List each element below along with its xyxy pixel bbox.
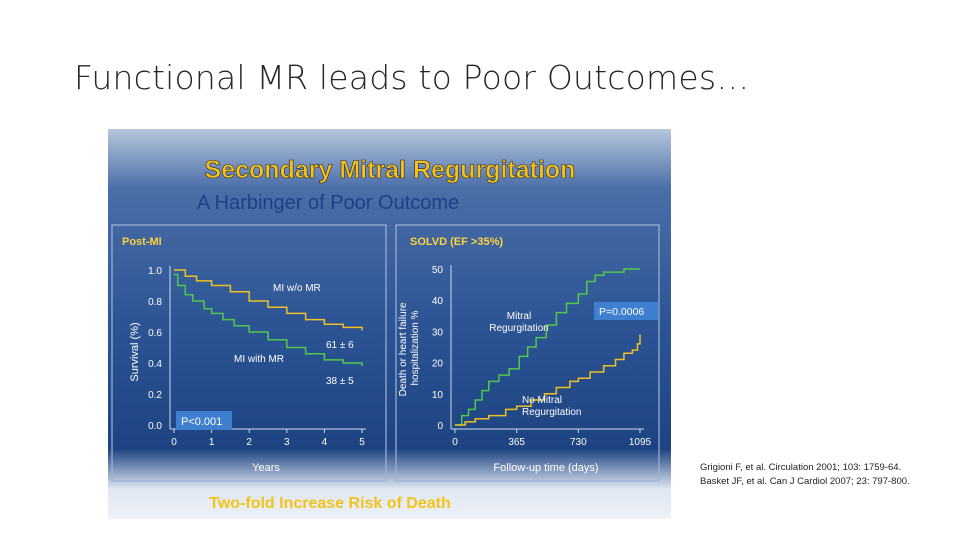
- right-ylabel-line1: Death or heart failure: [398, 302, 409, 396]
- left-x-tick-label: 0: [171, 437, 177, 448]
- left-x-tick-label: 4: [322, 437, 328, 448]
- right-series-1-label: No Mitral Regurgitation: [522, 395, 581, 418]
- right-panel-frame: [395, 224, 660, 482]
- right-pvalue: P=0.0006: [599, 306, 644, 318]
- figure-title: Secondary Mitral Regurgitation: [205, 156, 576, 184]
- left-pvalue: P<0.001: [181, 416, 222, 428]
- left-pvalue-box: [176, 411, 232, 430]
- left-series-1-line: [174, 273, 363, 367]
- right-series-0-label-line: Mitral: [507, 311, 531, 322]
- left-y-tick-label: 1.0: [148, 266, 162, 277]
- citation-line-1: Grigioni F, et al. Circulation 2001; 103…: [700, 462, 902, 473]
- left-series-1-end-label: 38 ± 5: [326, 376, 354, 387]
- right-y-tick-label: 50: [432, 265, 444, 276]
- left-y-tick-label: 0.2: [148, 390, 162, 401]
- right-y-tick-label: 20: [432, 359, 444, 370]
- left-series-0-label: MI w/o MR: [273, 283, 321, 294]
- right-xlabel: Follow-up time (days): [493, 462, 598, 474]
- citation-line-2: Basket JF, et al. Can J Cardiol 2007; 23…: [700, 475, 910, 487]
- right-x-tick-label: 0: [452, 437, 458, 448]
- left-x-tick-label: 3: [284, 437, 290, 448]
- right-series-1-label-line: Regurgitation: [522, 407, 581, 418]
- left-y-tick-label: 0.4: [148, 359, 162, 370]
- left-series-1-label: MI with MR: [234, 354, 284, 365]
- left-chart: 0 1 2 3 4 5 0.0 0.2 0.4 0.6 0.8 1.0 MI w/o MR MI with…: [148, 266, 366, 448]
- right-y-tick-label: 40: [432, 296, 444, 307]
- left-x-tick-label: 5: [359, 437, 365, 448]
- left-ylabel: Survival (%): [129, 322, 141, 381]
- right-x-tick-label: 1095: [629, 437, 652, 448]
- right-series-1-line: [455, 334, 641, 426]
- right-y-tick-label: 10: [432, 390, 444, 401]
- left-x-tick-label: 2: [246, 437, 252, 448]
- slide-title: Functional MR leads to Poor Outcomes…: [74, 58, 750, 97]
- right-series-0-label: Mitral Regurgitation: [489, 311, 548, 334]
- left-xlabel: Years: [252, 462, 280, 474]
- right-series-0-line: [455, 268, 640, 426]
- left-series-0-end-label: 61 ± 6: [326, 340, 354, 351]
- right-x-tick-label: 365: [508, 437, 525, 448]
- figure-footer: Two-fold Increase Risk of Death: [209, 495, 451, 512]
- figure-subtitle: A Harbinger of Poor Outcome: [197, 192, 459, 214]
- figure-svg: Secondary Mitral Regurgitation A Harbing…: [111, 156, 660, 512]
- right-x-tick-label: 730: [570, 437, 587, 448]
- right-panel-label: SOLVD (EF >35%): [410, 236, 503, 248]
- right-y-tick-label: 0: [437, 421, 443, 432]
- left-series-0-line: [174, 269, 363, 331]
- left-panel-frame: [111, 224, 387, 482]
- left-y-tick-label: 0.0: [148, 421, 162, 432]
- right-ylabel: Death or heart failure hospitalization %: [398, 300, 421, 397]
- right-series-1-label-line: No Mitral: [522, 395, 562, 406]
- figure-image: Secondary Mitral Regurgitation A Harbing…: [108, 129, 671, 519]
- right-ylabel-line2: hospitalization %: [410, 310, 421, 385]
- right-pvalue-box: [594, 302, 658, 320]
- right-series-0-label-line: Regurgitation: [489, 323, 548, 334]
- left-panel-label: Post-MI: [122, 236, 162, 248]
- left-x-tick-label: 1: [209, 437, 215, 448]
- right-y-tick-label: 30: [432, 327, 444, 338]
- left-y-tick-label: 0.8: [148, 297, 162, 308]
- citation: Grigioni F, et al. Circulation 2001; 103…: [700, 461, 930, 488]
- left-y-tick-label: 0.6: [148, 328, 162, 339]
